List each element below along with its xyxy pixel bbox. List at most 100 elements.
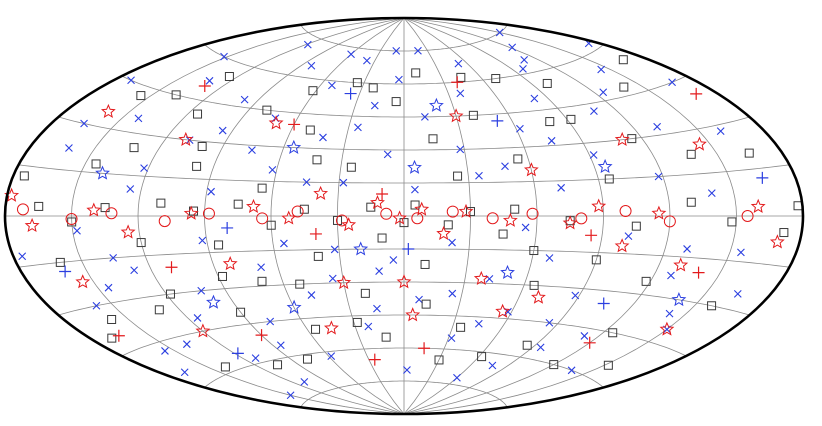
marker-star — [336, 274, 352, 290]
marker-square — [91, 159, 101, 169]
marker-square — [465, 207, 475, 217]
marker-star — [436, 225, 452, 240]
marker-square — [686, 197, 696, 207]
marker-star — [673, 257, 689, 272]
marker-x — [363, 56, 371, 65]
marker-x — [456, 145, 465, 154]
marker-star — [286, 139, 302, 154]
marker-plus — [376, 187, 389, 200]
marker-square — [224, 72, 234, 82]
marker-x — [545, 254, 554, 262]
marker-x — [370, 101, 379, 110]
marker-x — [392, 47, 401, 55]
marker-square — [273, 360, 283, 370]
marker-square — [793, 201, 803, 211]
marker-square — [707, 301, 717, 311]
marker-x — [668, 78, 676, 87]
marker-x — [303, 40, 312, 49]
marker-square — [257, 183, 267, 193]
marker-square — [197, 141, 207, 151]
marker-square — [136, 91, 146, 101]
marker-plus — [198, 79, 211, 92]
marker-x — [354, 123, 362, 132]
marker-x — [240, 95, 249, 104]
marker-star — [531, 289, 546, 304]
marker-star — [562, 215, 578, 230]
marker-square — [214, 240, 224, 250]
marker-star — [286, 299, 302, 314]
marker-plus — [221, 221, 234, 234]
marker-x — [667, 271, 675, 280]
marker-square — [456, 72, 466, 82]
marker-square — [744, 148, 754, 158]
marker-x — [383, 150, 392, 159]
marker-plus — [402, 243, 415, 256]
grid-parallel — [58, 116, 750, 151]
marker-x — [339, 178, 348, 187]
marker-x — [307, 61, 316, 70]
marker-square — [381, 332, 391, 342]
marker-x — [161, 347, 169, 355]
marker-x — [654, 172, 663, 181]
marker-square — [686, 149, 696, 159]
marker-star — [769, 234, 785, 249]
marker-x — [474, 319, 483, 328]
marker-x — [364, 322, 373, 331]
marker-star — [651, 205, 667, 220]
source-markers — [4, 28, 803, 400]
marker-square — [299, 204, 309, 214]
marker-square — [498, 229, 508, 239]
marker-plus — [491, 114, 504, 127]
marker-star — [95, 165, 110, 180]
marker-square — [529, 280, 539, 290]
marker-plus — [583, 336, 596, 349]
marker-circle — [411, 212, 424, 225]
marker-square — [421, 299, 431, 309]
marker-x — [328, 274, 337, 283]
marker-x — [411, 185, 419, 194]
marker-square — [257, 276, 267, 286]
marker-square — [129, 143, 139, 153]
marker-square — [368, 83, 378, 93]
marker-circle — [380, 207, 393, 220]
marker-plus — [165, 261, 178, 274]
map-boundary — [3, 16, 805, 416]
marker-square — [311, 324, 321, 334]
marker-square — [136, 238, 146, 248]
marker-x — [733, 290, 742, 298]
marker-x — [624, 232, 633, 241]
marker-plus — [597, 297, 610, 310]
marker-x — [653, 122, 662, 131]
marker-star — [502, 212, 518, 227]
marker-x — [280, 239, 288, 248]
marker-square — [618, 55, 628, 65]
marker-x — [126, 185, 135, 193]
marker-x — [716, 127, 725, 136]
marker-x — [580, 332, 589, 340]
marker-x — [257, 263, 265, 272]
marker-square — [529, 246, 539, 256]
marker-x — [547, 136, 556, 145]
marker-square — [549, 360, 559, 370]
marker-circle — [663, 215, 676, 228]
marker-x — [519, 64, 527, 73]
marker-x — [198, 236, 207, 245]
marker-star — [195, 323, 211, 338]
marker-x — [92, 301, 101, 310]
marker-star — [614, 131, 630, 146]
marker-x — [454, 59, 463, 68]
marker-x — [218, 126, 227, 135]
grid-parallel — [204, 347, 604, 388]
marker-square — [107, 333, 117, 343]
marker-star — [120, 224, 136, 239]
marker-square — [566, 114, 576, 124]
marker-x — [415, 295, 423, 304]
marker-square — [34, 201, 44, 211]
marker-x — [109, 253, 118, 262]
grid-parallel — [204, 44, 604, 85]
marker-x — [456, 89, 465, 98]
marker-x — [571, 291, 580, 300]
marker-x — [104, 283, 113, 292]
marker-x — [205, 76, 214, 85]
